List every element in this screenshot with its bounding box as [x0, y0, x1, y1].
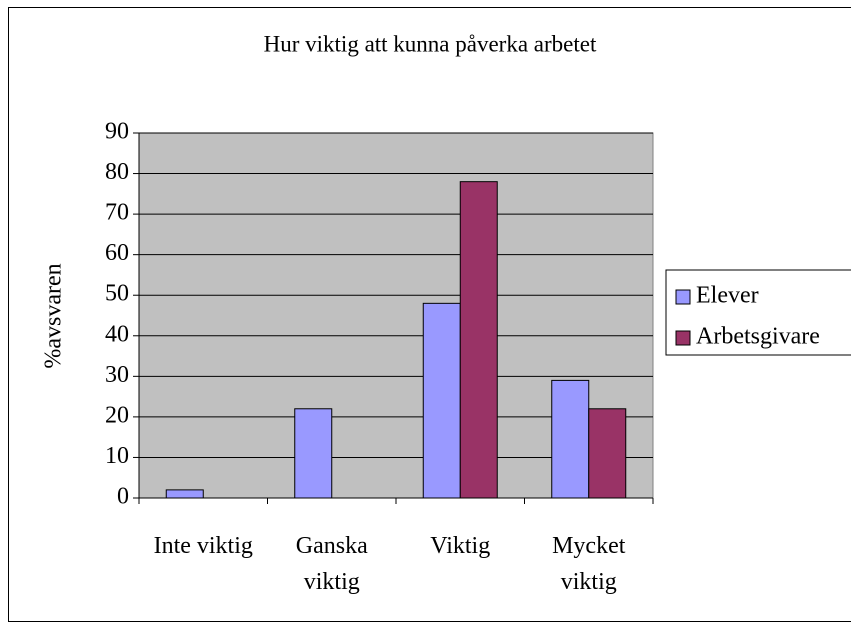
y-axis-label: %avsvaren	[41, 263, 67, 368]
y-tick-label: 0	[117, 484, 129, 510]
y-tick-label: 40	[105, 321, 129, 347]
y-tick-label: 20	[105, 402, 129, 428]
legend-label: Elever	[696, 283, 759, 309]
y-tick-label: 80	[105, 159, 129, 185]
legend-label: Arbetsgivare	[696, 324, 820, 350]
x-tick-label: Inte viktig	[153, 533, 253, 559]
x-tick-label: Ganska viktig	[295, 533, 368, 595]
bar	[165, 489, 204, 499]
bar	[588, 408, 627, 499]
x-tick-label: Mycket viktig	[552, 533, 626, 595]
bar	[294, 408, 333, 499]
y-tick-label: 90	[105, 119, 129, 145]
chart-title: Hur viktig att kunna påverka arbetet	[264, 31, 597, 56]
y-tick-label: 70	[105, 200, 129, 226]
legend-box	[665, 269, 851, 356]
x-tick-label: Viktig	[430, 533, 491, 559]
legend-marker	[675, 330, 691, 346]
y-tick-label: 30	[105, 362, 129, 388]
bar	[551, 379, 590, 499]
y-tick-label: 50	[105, 281, 129, 307]
y-tick-label: 60	[105, 240, 129, 266]
bar	[459, 181, 498, 499]
legend-marker	[675, 289, 691, 305]
bar	[422, 302, 461, 499]
y-tick-label: 10	[105, 443, 129, 469]
